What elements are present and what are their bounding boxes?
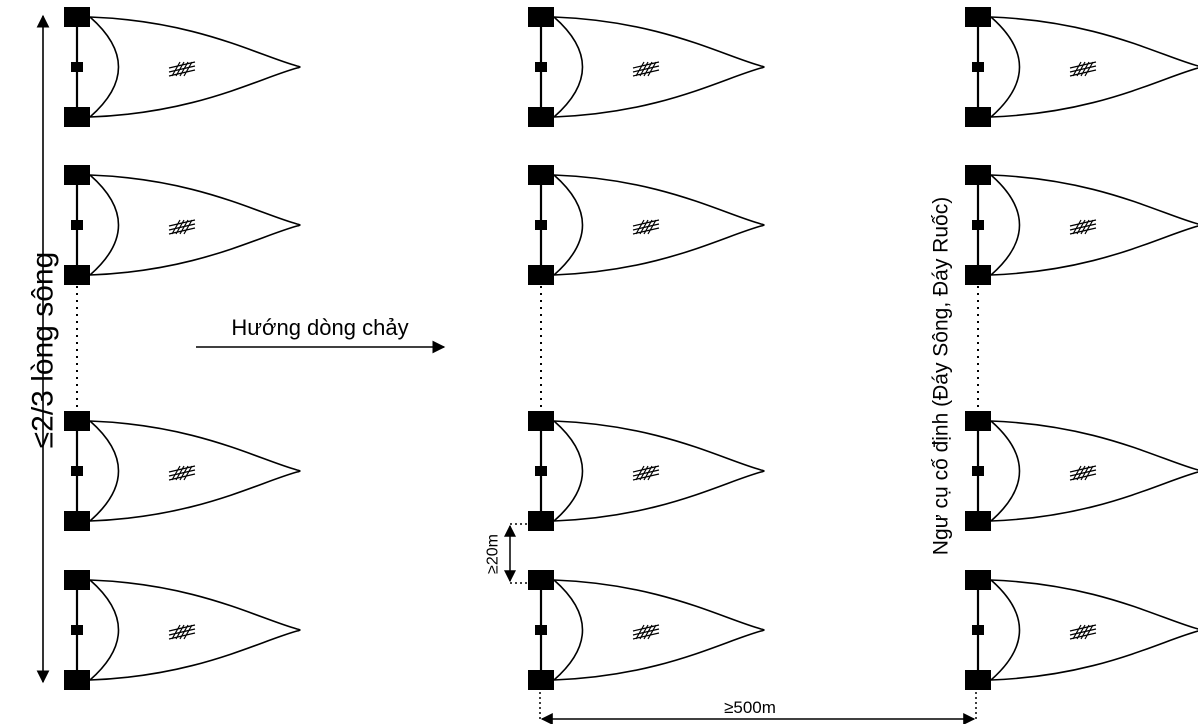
mesh-symbol	[1069, 624, 1097, 640]
mesh-symbol	[1069, 465, 1097, 481]
stake-middle	[535, 220, 547, 230]
gear-type-label: Ngư cụ cố định (Đáy Sông, Đáy Ruốc)	[930, 197, 953, 555]
stake-bottom	[965, 265, 991, 285]
mesh-symbol	[168, 624, 196, 640]
net-bag	[89, 579, 301, 681]
net-bag	[990, 16, 1198, 118]
row-spacing-dimension	[539, 692, 977, 724]
stake-middle	[535, 62, 547, 72]
net-mouth	[990, 174, 1021, 276]
mesh-symbol	[632, 624, 660, 640]
net-mouth	[89, 420, 120, 522]
net-mouth	[553, 579, 584, 681]
stake-top	[528, 165, 554, 185]
stake-middle	[972, 62, 984, 72]
stake-bottom	[528, 265, 554, 285]
stake-bottom	[64, 670, 90, 690]
net-mouth	[990, 16, 1021, 118]
mesh-symbol	[632, 219, 660, 235]
stake-top	[528, 411, 554, 431]
stake-middle	[71, 466, 83, 476]
mesh-symbol	[632, 61, 660, 77]
stationary-net	[64, 411, 301, 531]
net-mouth	[990, 579, 1021, 681]
net-mouth	[89, 579, 120, 681]
net-grid	[64, 7, 1198, 690]
stake-bottom	[64, 265, 90, 285]
stationary-net	[965, 570, 1198, 690]
net-mouth	[990, 420, 1021, 522]
stake-top	[528, 7, 554, 27]
stake-middle	[972, 220, 984, 230]
net-mouth	[89, 174, 120, 276]
net-bag	[553, 16, 765, 118]
flow-direction-label: Hướng dòng chảy	[231, 315, 408, 340]
stationary-net	[64, 570, 301, 690]
stake-top	[64, 165, 90, 185]
net-bag	[990, 420, 1198, 522]
stake-middle	[972, 625, 984, 635]
stake-top	[965, 570, 991, 590]
stationary-net	[965, 7, 1198, 127]
stake-bottom	[64, 107, 90, 127]
net-bag	[553, 174, 765, 276]
stake-top	[965, 411, 991, 431]
stake-top	[965, 7, 991, 27]
stake-bottom	[965, 107, 991, 127]
stationary-net	[528, 570, 765, 690]
river-width-label: ≤2/3 lòng sông	[27, 252, 60, 449]
mesh-symbol	[168, 465, 196, 481]
mesh-symbol	[168, 61, 196, 77]
stationary-net	[528, 7, 765, 127]
net-bag	[89, 420, 301, 522]
stationary-net	[64, 165, 301, 285]
stationary-net	[965, 411, 1198, 531]
stake-middle	[71, 62, 83, 72]
net-bag	[990, 174, 1198, 276]
row-spacing-label: ≥500m	[724, 698, 776, 717]
stake-bottom	[528, 511, 554, 531]
net-spacing-dimension	[504, 523, 528, 584]
stationary-net	[965, 165, 1198, 285]
stake-middle	[71, 625, 83, 635]
net-mouth	[89, 16, 120, 118]
net-mouth	[553, 420, 584, 522]
net-bag	[89, 16, 301, 118]
stake-bottom	[965, 511, 991, 531]
mesh-symbol	[632, 465, 660, 481]
net-bag	[553, 579, 765, 681]
stake-top	[965, 165, 991, 185]
net-bag	[89, 174, 301, 276]
dotted-connectors	[76, 286, 979, 411]
stake-top	[64, 411, 90, 431]
stationary-net	[64, 7, 301, 127]
stake-top	[528, 570, 554, 590]
stake-middle	[535, 625, 547, 635]
stake-bottom	[528, 107, 554, 127]
mesh-symbol	[1069, 219, 1097, 235]
stake-bottom	[965, 670, 991, 690]
stake-top	[64, 570, 90, 590]
stake-middle	[71, 220, 83, 230]
net-bag	[553, 420, 765, 522]
stationary-net	[528, 411, 765, 531]
stake-middle	[972, 466, 984, 476]
net-spacing-label: ≥20m	[485, 534, 502, 574]
stake-middle	[535, 466, 547, 476]
net-mouth	[553, 16, 584, 118]
net-bag	[990, 579, 1198, 681]
stake-top	[64, 7, 90, 27]
net-mouth	[553, 174, 584, 276]
mesh-symbol	[168, 219, 196, 235]
stationary-net	[528, 165, 765, 285]
stake-bottom	[64, 511, 90, 531]
stake-bottom	[528, 670, 554, 690]
mesh-symbol	[1069, 61, 1097, 77]
